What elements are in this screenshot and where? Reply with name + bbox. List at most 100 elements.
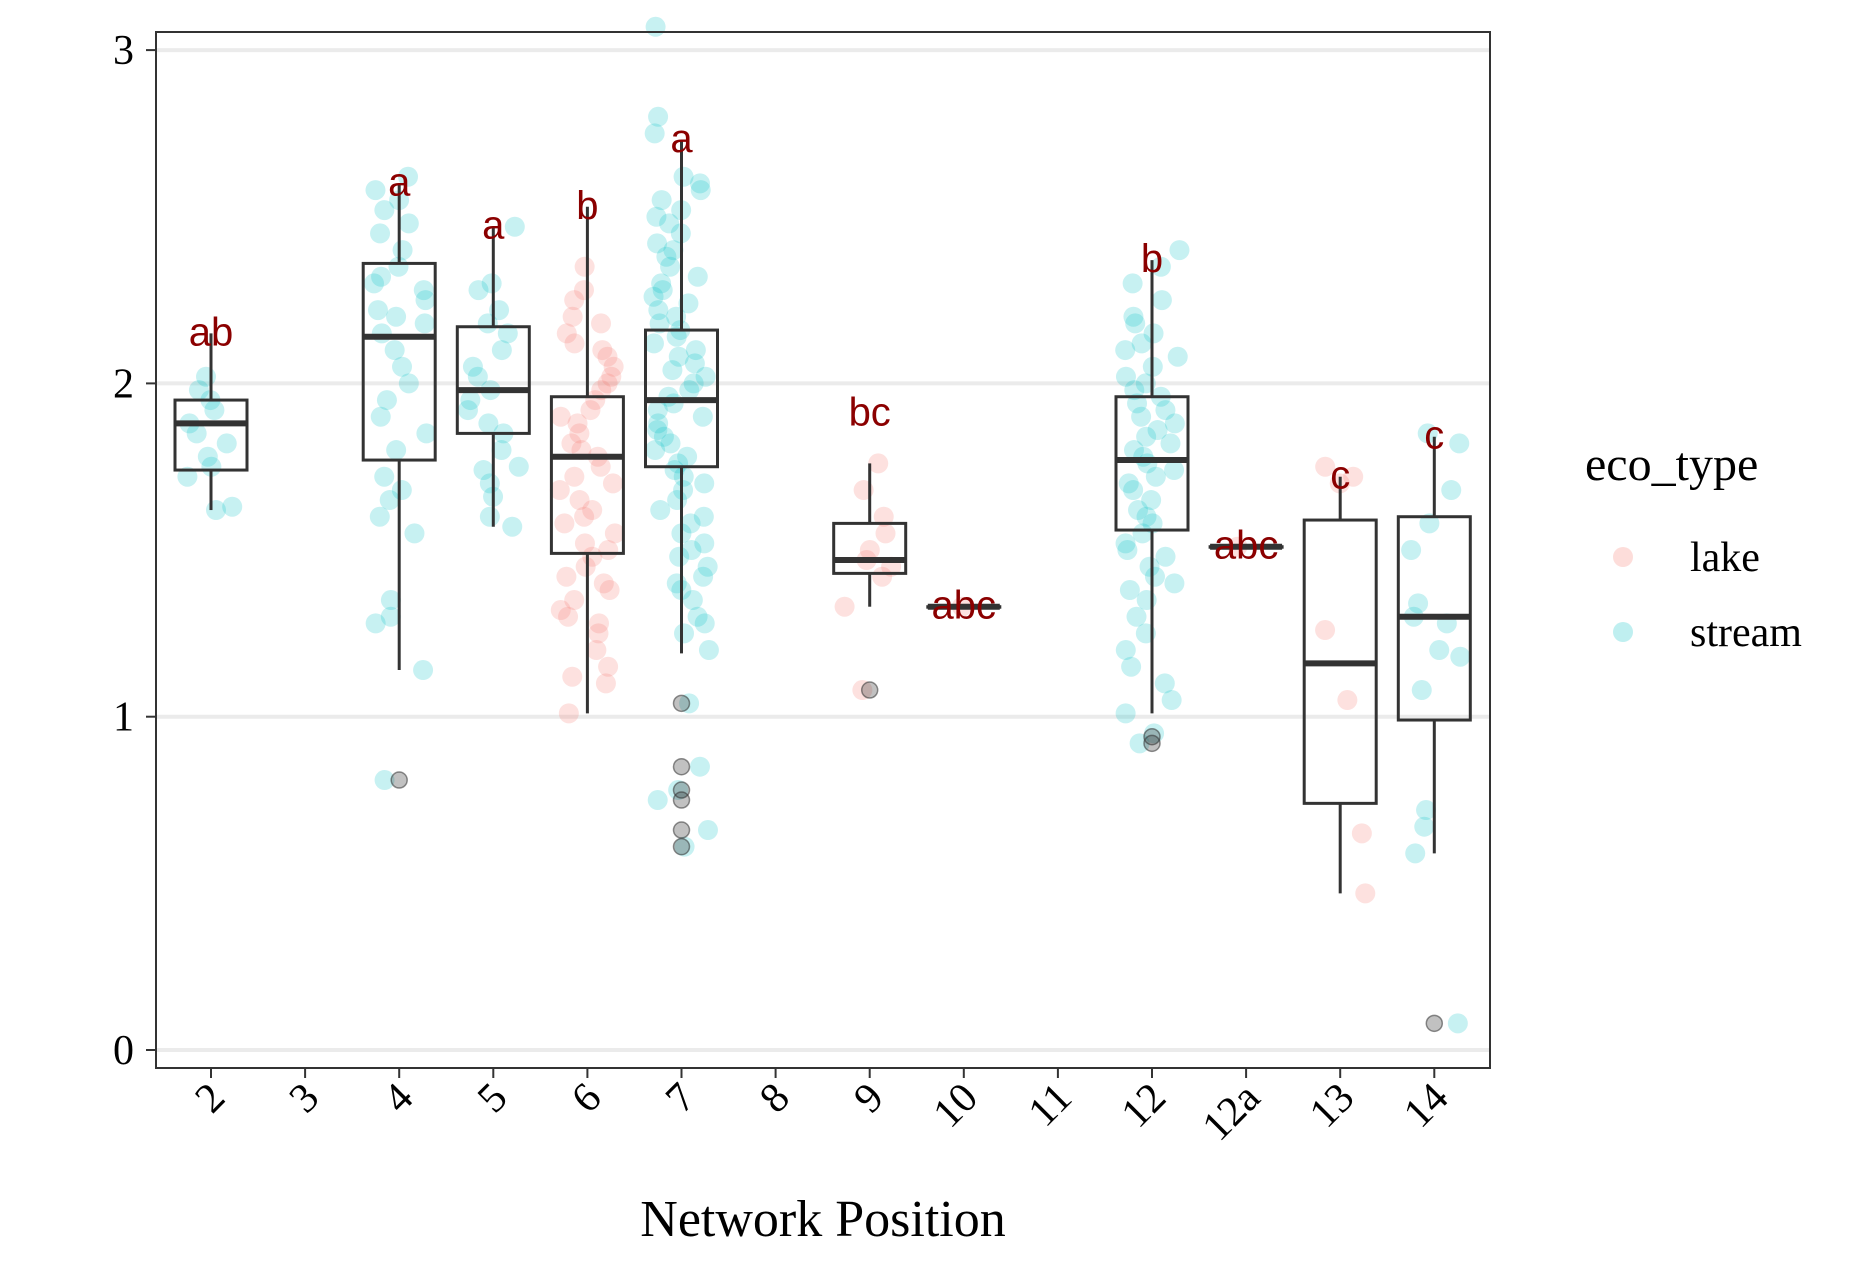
- data-point: [1414, 816, 1435, 837]
- data-point: [599, 580, 620, 601]
- data-point: [1131, 333, 1152, 354]
- data-point: [677, 446, 698, 467]
- data-point: [694, 613, 715, 634]
- data-point: [663, 240, 684, 261]
- data-point: [457, 400, 478, 421]
- data-point: [875, 523, 896, 544]
- outlier-point: [1143, 727, 1161, 746]
- data-point: [645, 16, 666, 37]
- data-point: [1164, 460, 1185, 481]
- data-point: [1127, 393, 1148, 414]
- data-point: [646, 206, 667, 227]
- data-point: [370, 406, 391, 427]
- jitter-points: [177, 16, 1471, 1034]
- data-point: [574, 506, 595, 527]
- boxplot: [644, 140, 719, 654]
- data-point: [206, 500, 227, 521]
- data-point: [592, 340, 613, 361]
- boxplot: [549, 206, 625, 714]
- data-point: [1411, 680, 1432, 701]
- data-point: [647, 233, 668, 254]
- data-point: [1121, 656, 1142, 677]
- data-point: [659, 213, 680, 234]
- data-point: [371, 266, 392, 287]
- outlier-point: [860, 681, 879, 699]
- significance-letter: ab: [189, 310, 234, 354]
- data-point: [380, 606, 401, 627]
- data-point: [404, 523, 425, 544]
- data-point: [1429, 640, 1450, 661]
- data-point: [582, 500, 603, 521]
- data-point: [1123, 440, 1144, 461]
- data-point: [1126, 606, 1147, 627]
- data-point: [186, 423, 207, 444]
- data-point: [564, 590, 585, 611]
- data-point: [679, 380, 700, 401]
- data-point: [478, 413, 499, 434]
- boxplot: [361, 183, 437, 671]
- data-point: [673, 480, 694, 501]
- legend: eco_type lake stream: [1585, 438, 1802, 656]
- data-point: [1150, 256, 1171, 277]
- data-point: [479, 506, 500, 527]
- data-point: [694, 533, 715, 554]
- outlier-point: [672, 757, 691, 776]
- data-point: [481, 273, 502, 294]
- data-point: [391, 480, 412, 501]
- box-body: [455, 325, 531, 435]
- outlier-point: [672, 791, 691, 809]
- outlier-point: [672, 781, 691, 799]
- box-body: [1114, 395, 1190, 532]
- data-point: [1408, 593, 1429, 614]
- data-point: [1441, 480, 1462, 501]
- data-point: [868, 453, 889, 474]
- data-point: [645, 440, 666, 461]
- data-point: [1139, 556, 1160, 577]
- data-point: [585, 390, 606, 411]
- data-point: [680, 513, 701, 534]
- data-point: [392, 240, 413, 261]
- data-point: [1167, 346, 1188, 367]
- data-point: [597, 346, 618, 367]
- data-point: [685, 340, 706, 361]
- data-point: [398, 373, 419, 394]
- significance-letter: a: [388, 160, 411, 204]
- data-point: [380, 590, 401, 611]
- data-point: [374, 770, 395, 791]
- data-point: [569, 490, 590, 511]
- data-point: [598, 540, 619, 561]
- legend-title: eco_type: [1585, 438, 1758, 491]
- data-point: [588, 623, 609, 644]
- panel-border: [155, 31, 1491, 1069]
- data-point: [683, 373, 704, 394]
- data-point: [647, 400, 668, 421]
- data-point: [1315, 620, 1336, 641]
- data-point: [216, 433, 237, 454]
- significance-letter: a: [670, 117, 693, 161]
- data-point: [595, 673, 616, 694]
- x-axis-label: Network Position: [640, 1191, 1005, 1248]
- data-point: [1447, 1013, 1468, 1034]
- legend-label: lake: [1690, 535, 1760, 581]
- data-point: [558, 703, 579, 724]
- data-point: [1151, 290, 1172, 311]
- data-point: [1115, 533, 1136, 554]
- data-point: [564, 466, 585, 487]
- box-body: [173, 398, 249, 472]
- data-point: [693, 566, 714, 587]
- data-point: [588, 613, 609, 634]
- data-point: [370, 223, 391, 244]
- y-tick-label: 0: [113, 1028, 134, 1074]
- data-point: [491, 440, 512, 461]
- data-point: [564, 290, 585, 311]
- data-point: [602, 473, 623, 494]
- data-point: [473, 460, 494, 481]
- data-point: [497, 323, 518, 344]
- data-point: [591, 380, 612, 401]
- data-point: [684, 353, 705, 374]
- data-point: [550, 406, 571, 427]
- data-point: [597, 373, 618, 394]
- data-point: [1136, 426, 1157, 447]
